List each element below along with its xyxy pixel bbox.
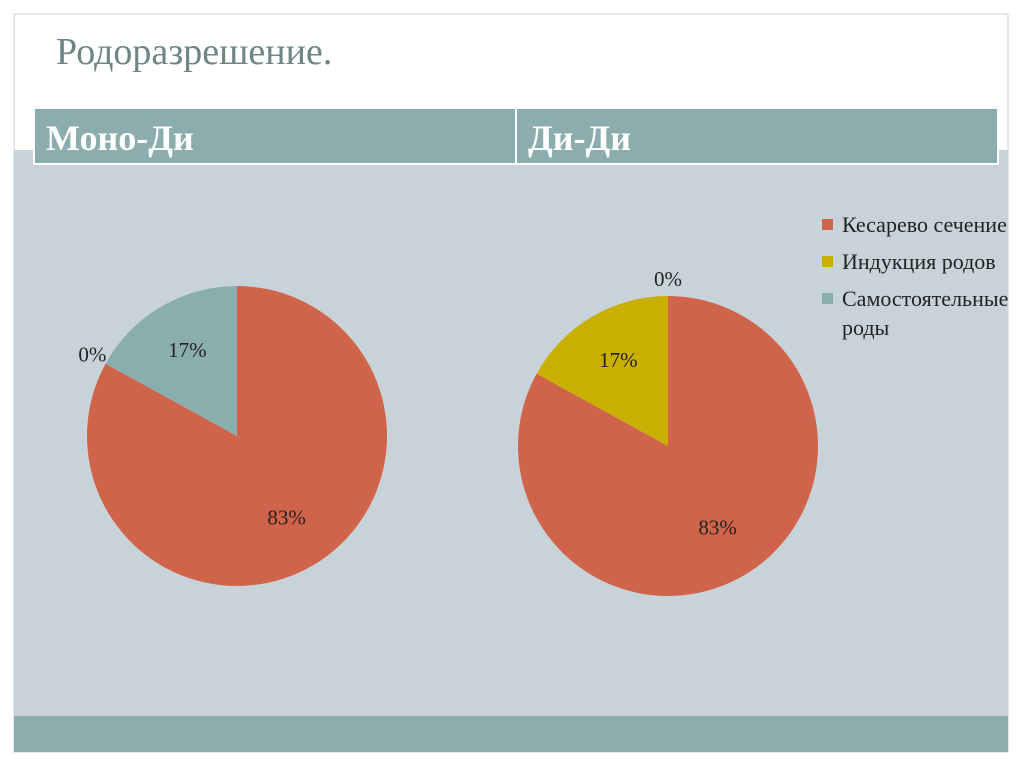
legend-item: Кесарево сечение: [822, 210, 1014, 239]
data-label: 0%: [78, 342, 106, 366]
legend: Кесарево сечение Индукция родов Самостояте…: [822, 210, 1014, 350]
data-label: 83%: [267, 506, 306, 530]
data-label: 17%: [599, 348, 638, 372]
legend-item: Индукция родов: [822, 247, 1014, 276]
pie-slice: [536, 296, 668, 446]
pie-slice: [105, 286, 237, 436]
legend-swatch: [822, 219, 833, 230]
data-label: 0%: [654, 267, 682, 291]
pie-title: Моно-Ди: [46, 118, 194, 158]
data-label: 17%: [168, 338, 207, 362]
legend-label: Самостоятельные роды: [842, 286, 1009, 340]
legend-label: Индукция родов: [842, 249, 996, 274]
pie-title: Ди-Ди: [528, 118, 631, 158]
legend-swatch: [822, 256, 833, 267]
data-label: 83%: [698, 516, 737, 540]
bottom-band: [14, 716, 1008, 752]
legend-swatch: [822, 293, 833, 304]
pie-slice: [86, 286, 387, 586]
slide-title: Родоразрешение.: [56, 31, 332, 73]
legend-label: Кесарево сечение: [842, 212, 1007, 237]
legend-item: Самостоятельные роды: [822, 284, 1014, 342]
